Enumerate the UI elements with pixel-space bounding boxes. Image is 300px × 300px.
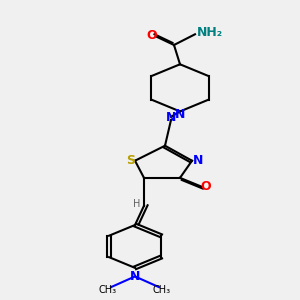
Text: S: S bbox=[126, 154, 135, 167]
Text: CH₃: CH₃ bbox=[99, 285, 117, 296]
Text: N: N bbox=[175, 108, 185, 121]
Text: NH₂: NH₂ bbox=[196, 26, 223, 39]
Text: N: N bbox=[193, 154, 203, 167]
Text: H: H bbox=[133, 199, 140, 208]
Text: N: N bbox=[166, 111, 176, 124]
Text: O: O bbox=[200, 180, 211, 193]
Text: N: N bbox=[130, 270, 140, 283]
Text: CH₃: CH₃ bbox=[153, 285, 171, 296]
Text: O: O bbox=[146, 29, 157, 42]
